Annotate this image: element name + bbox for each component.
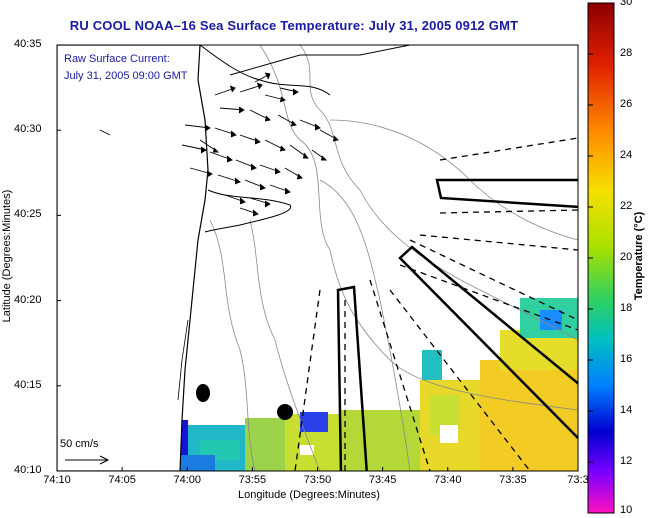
y-tick-label: 40:10 [14, 464, 42, 476]
colorbar-tick-label: 16 [620, 353, 633, 365]
x-tick-label: 74:05 [108, 474, 136, 486]
colorbar-ticks [588, 2, 593, 514]
axis-ticks [56, 44, 579, 472]
colorbar-tick-label: 12 [620, 455, 633, 467]
current-time: July 31, 2005 09:00 GMT [64, 70, 188, 82]
y-tick-label: 40:15 [14, 378, 42, 391]
colorbar-tick-label: 28 [620, 47, 633, 59]
current-label: Raw Surface Current: [64, 53, 170, 65]
x-tick-label: 73:50 [303, 474, 332, 486]
y-tick-label: 40:35 [14, 38, 42, 50]
page-title: RU COOL NOAA–16 Sea Surface Temperature:… [69, 18, 519, 33]
x-tick-label: 74:00 [173, 474, 202, 486]
transect-lines [294, 137, 578, 471]
colorbar-tick-label: 18 [620, 302, 633, 314]
colorbar-tick-label: 10 [620, 504, 633, 516]
y-tick-label: 40:30 [14, 123, 42, 136]
colorbar-tick-label: 26 [620, 98, 633, 110]
x-tick-label: 73:55 [238, 474, 267, 486]
colorbar-title: Temperature (°C) [633, 211, 645, 301]
x-tick-label: 73:40 [433, 474, 462, 486]
scale-arrow [65, 455, 110, 465]
x-tick-label: 73:45 [368, 474, 397, 486]
colorbar-tick-label: 20 [620, 251, 633, 263]
colorbar-tick-label: 14 [620, 404, 633, 416]
x-tick-label: 73:3 [567, 474, 589, 486]
radar-site-south [277, 404, 293, 420]
current-vectors [181, 72, 339, 217]
y-tick-label: 40:25 [14, 208, 42, 221]
x-tick-label: 73:35 [499, 474, 527, 486]
x-axis-label: Longitude (Degrees:Minutes) [238, 489, 380, 501]
scale-label: 50 cm/s [60, 438, 99, 450]
sst-data [158, 298, 578, 471]
colorbar-tick-label: 24 [620, 149, 633, 161]
coastline [57, 45, 411, 471]
y-tick-label: 40:20 [14, 293, 42, 306]
colorbar-tick-label: 30 [620, 0, 633, 8]
radar-site-north [196, 384, 210, 402]
colorbar-tick-label: 22 [620, 200, 633, 212]
x-tick-label: 74:10 [43, 474, 71, 486]
y-axis-label: Latitude (Degrees:Minutes) [1, 189, 13, 323]
